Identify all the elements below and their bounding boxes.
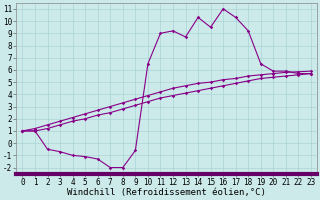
X-axis label: Windchill (Refroidissement éolien,°C): Windchill (Refroidissement éolien,°C) xyxy=(67,188,266,197)
